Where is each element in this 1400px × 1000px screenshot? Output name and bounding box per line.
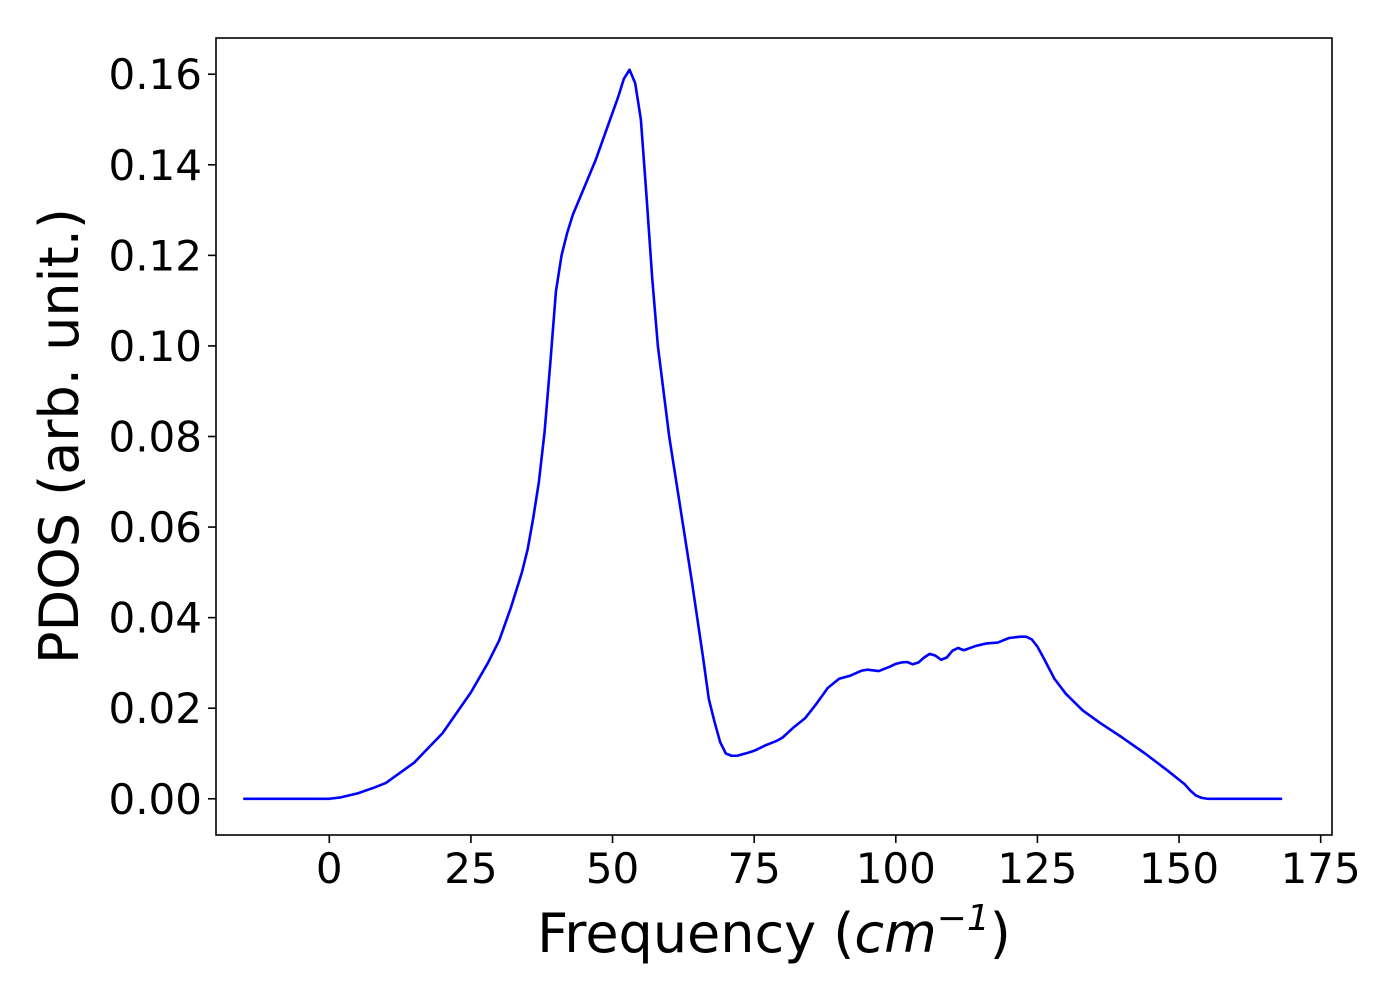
x-tick-label: 25 [444,844,497,893]
x-axis-label-exponent: −1 [937,898,990,939]
x-tick-label: 0 [316,844,343,893]
x-tick-label: 125 [997,844,1077,893]
y-tick-label: 0.00 [108,775,202,824]
y-tick-label: 0.08 [108,413,202,462]
x-tick-label: 50 [586,844,639,893]
y-tick-label: 0.14 [108,141,202,190]
plot-area [215,37,1333,836]
x-axis-label-text: Frequency [537,902,816,965]
pdos-line [243,68,1283,801]
x-tick-label: 100 [856,844,936,893]
y-tick-label: 0.04 [108,594,202,643]
y-tick-label: 0.12 [108,231,202,280]
y-tick-label: 0.02 [108,684,202,733]
y-tick-label: 0.06 [108,503,202,552]
plot-frame [215,37,1333,836]
y-tick-label: 0.16 [108,50,202,99]
x-tick-label: 75 [727,844,780,893]
x-tick-label: 175 [1281,844,1361,893]
y-tick-label: 0.10 [108,322,202,371]
y-axis-label: PDOS (arb. unit.) [28,208,91,664]
x-axis-label-unit: cm [854,902,936,965]
x-axis-ticks: 0 25 50 75 100 125 150 175 [316,835,1361,893]
y-axis-ticks: 0.00 0.02 0.04 0.06 0.08 0.10 0.12 0.14 0.16 [108,50,216,824]
x-axis-label: Frequency (cm−1) [537,898,1011,965]
x-tick-label: 150 [1139,844,1219,893]
